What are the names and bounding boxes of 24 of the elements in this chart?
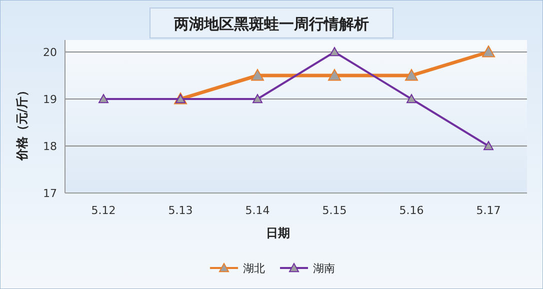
point	[484, 141, 494, 150]
x-axis-title: 日期	[266, 226, 290, 240]
point	[251, 69, 264, 81]
x-tick-label: 5.13	[168, 204, 193, 217]
point	[482, 46, 495, 58]
y-tick-label: 19	[43, 93, 57, 106]
chart-title: 两湖地区黑斑蛙一周行情解析	[173, 15, 369, 33]
x-tick-label: 5.16	[399, 204, 424, 217]
y-tick-label: 18	[43, 140, 57, 153]
x-tick-label: 5.14	[245, 204, 270, 217]
x-tick-label: 5.12	[91, 204, 116, 217]
legend-label: 湖北	[243, 262, 265, 275]
point	[406, 94, 416, 104]
y-tick-label: 17	[43, 187, 57, 200]
y-tick-label: 20	[43, 46, 57, 59]
point	[328, 69, 341, 81]
y-axis-title: 价格（元/斤）	[15, 84, 29, 162]
x-tick-label: 5.15	[322, 204, 347, 217]
legend-label: 湖南	[313, 262, 335, 275]
point	[98, 94, 108, 104]
x-tick-label: 5.17	[476, 204, 501, 217]
point	[330, 47, 340, 56]
point	[252, 94, 262, 104]
point	[405, 69, 418, 81]
